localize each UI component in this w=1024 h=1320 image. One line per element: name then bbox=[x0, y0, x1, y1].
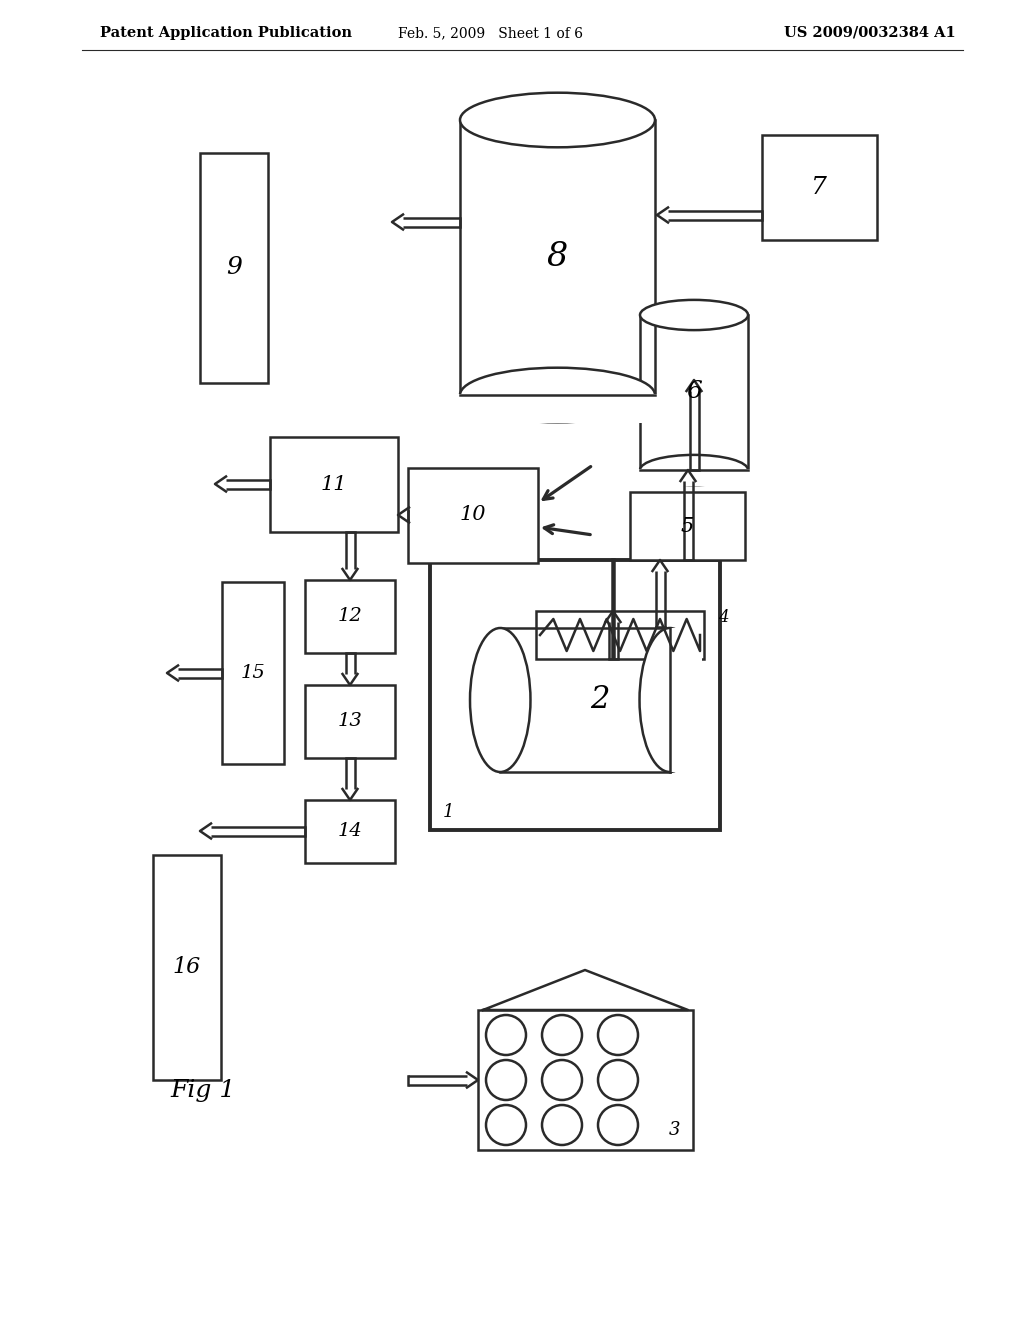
Text: 11: 11 bbox=[321, 474, 347, 494]
Text: 5: 5 bbox=[680, 516, 693, 536]
Ellipse shape bbox=[460, 92, 655, 148]
Text: 13: 13 bbox=[338, 711, 362, 730]
Bar bbox=[478, 1010, 693, 1150]
Ellipse shape bbox=[640, 300, 748, 330]
Text: 1: 1 bbox=[442, 803, 454, 821]
Bar bbox=[536, 611, 705, 659]
Text: 3: 3 bbox=[670, 1121, 681, 1139]
Text: 7: 7 bbox=[811, 176, 827, 198]
Ellipse shape bbox=[460, 368, 655, 422]
Bar bbox=[670, 628, 702, 772]
Text: 12: 12 bbox=[338, 607, 362, 624]
Bar bbox=[762, 135, 877, 240]
Ellipse shape bbox=[640, 455, 748, 486]
Text: Fig 1: Fig 1 bbox=[170, 1078, 236, 1101]
Text: 4: 4 bbox=[718, 609, 729, 626]
Bar bbox=[270, 437, 398, 532]
Bar bbox=[630, 492, 745, 560]
Text: 10: 10 bbox=[460, 506, 486, 524]
Bar bbox=[408, 469, 538, 564]
Text: 8: 8 bbox=[547, 242, 567, 273]
Text: Feb. 5, 2009   Sheet 1 of 6: Feb. 5, 2009 Sheet 1 of 6 bbox=[397, 26, 583, 40]
Text: 14: 14 bbox=[338, 822, 362, 840]
Bar bbox=[153, 855, 221, 1080]
Text: 6: 6 bbox=[686, 380, 701, 404]
Text: 15: 15 bbox=[241, 664, 265, 682]
Bar bbox=[200, 153, 268, 383]
Text: US 2009/0032384 A1: US 2009/0032384 A1 bbox=[784, 26, 955, 40]
Bar bbox=[458, 393, 657, 424]
Bar bbox=[430, 560, 720, 830]
Bar bbox=[305, 685, 395, 758]
Ellipse shape bbox=[640, 628, 700, 772]
Bar bbox=[638, 469, 750, 486]
Text: 2: 2 bbox=[590, 685, 609, 715]
Bar bbox=[222, 582, 284, 764]
Text: 16: 16 bbox=[173, 956, 201, 978]
Ellipse shape bbox=[470, 628, 530, 772]
Bar bbox=[669, 628, 701, 772]
Bar bbox=[305, 579, 395, 653]
Text: 9: 9 bbox=[226, 256, 242, 280]
Text: Patent Application Publication: Patent Application Publication bbox=[100, 26, 352, 40]
Bar bbox=[305, 800, 395, 863]
Polygon shape bbox=[483, 970, 688, 1010]
